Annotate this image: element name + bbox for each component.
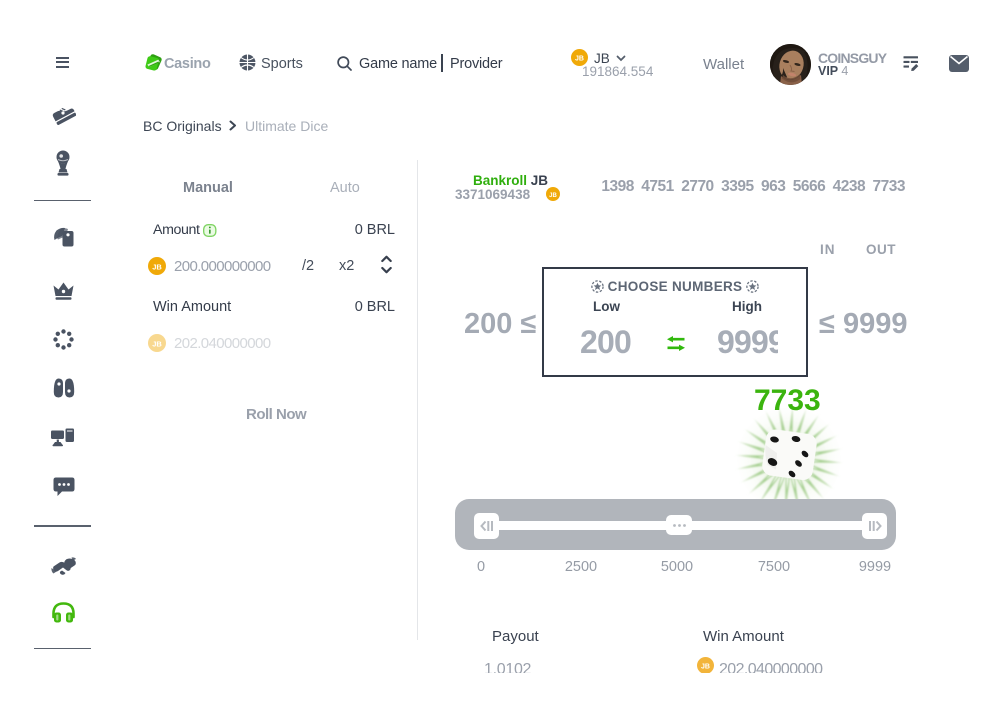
svg-text:JB: JB (152, 339, 162, 348)
svg-text:JB: JB (575, 56, 584, 63)
svg-text:JB: JB (701, 664, 710, 671)
svg-text:JB: JB (549, 193, 557, 199)
svg-text:JB: JB (152, 262, 162, 271)
